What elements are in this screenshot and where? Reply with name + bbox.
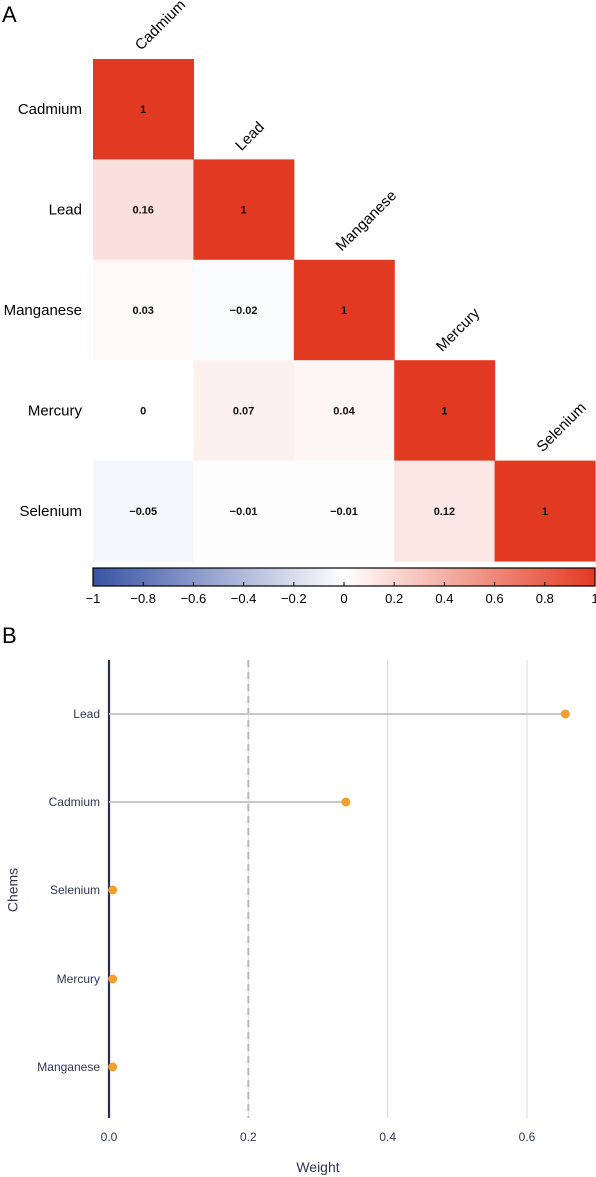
heatmap-cell <box>394 460 496 562</box>
lollipop-point <box>108 1062 118 1072</box>
lollipop-point <box>108 974 118 984</box>
lollipop-points <box>108 709 570 1072</box>
heatmap-cell <box>193 360 295 462</box>
heatmap-cell <box>193 460 295 562</box>
heatmap-cell-value: 1 <box>140 104 146 116</box>
colorbar-tick-label: 1 <box>591 591 596 606</box>
x-axis-title: Weight <box>296 1159 339 1175</box>
chem-label: Cadmium <box>49 795 100 809</box>
weights-lollipop-panel: B Lead Cadmium Selenium Mercury Manganese 0.… <box>2 623 570 1175</box>
heatmap-cell-value: 0 <box>140 405 146 417</box>
heatmap-cell-value: −0.05 <box>129 506 157 518</box>
heatmap-cell-value: 0.07 <box>233 405 254 417</box>
lollipop-point <box>108 885 118 895</box>
heatmap-cell-value: 1 <box>241 205 247 217</box>
colorbar-tick-label: 0.4 <box>435 591 453 606</box>
colorbar-tick-label: 0.8 <box>536 591 554 606</box>
correlation-heatmap-panel: A 1 0.16 1 0.03 −0.02 1 0 0.07 0.04 1 −0.05 −0.01 −0… <box>2 0 596 606</box>
heatmap-cell <box>293 460 395 562</box>
heatmap-row-label: Lead <box>49 202 82 219</box>
heatmap-cell <box>193 159 295 261</box>
weight-tick-label: 0.0 <box>101 1130 118 1144</box>
heatmap-cell-value: −0.02 <box>230 305 258 317</box>
heatmap-row-label: Selenium <box>19 503 82 520</box>
lollipop-point <box>560 709 570 719</box>
chem-label: Selenium <box>50 883 100 897</box>
heatmap-column-label: Manganese <box>333 187 400 254</box>
colorbar-tick-label: −0.2 <box>281 591 307 606</box>
weight-tick-label: 0.6 <box>519 1130 536 1144</box>
heatmap-cell <box>494 460 596 562</box>
heatmap-row-label: Manganese <box>4 302 82 319</box>
y-axis-title: Chems <box>5 868 21 912</box>
lollipop-stems <box>109 713 566 803</box>
colorbar-tick-label: −1 <box>86 591 101 606</box>
heatmap-cell-value: −0.01 <box>230 506 258 518</box>
colorbar-tick-label: 0.2 <box>385 591 403 606</box>
heatmap-cell <box>293 360 395 462</box>
heatmap-cell-value: −0.01 <box>330 506 358 518</box>
weight-gridlines <box>107 660 528 1118</box>
weight-tick-label: 0.4 <box>379 1130 396 1144</box>
heatmap-cell <box>93 159 194 261</box>
heatmap-row-labels: Cadmium Lead Manganese Mercury Selenium <box>4 101 83 520</box>
heatmap-cell-value: 1 <box>341 305 347 317</box>
chem-label: Manganese <box>37 1060 100 1074</box>
heatmap-cells: 1 0.16 1 0.03 −0.02 1 0 0.07 0.04 1 −0.05 −0.01 −0.0… <box>93 59 596 562</box>
heatmap-cell <box>93 259 194 361</box>
heatmap-cell <box>293 259 395 361</box>
colorbar-tick-label: −0.6 <box>181 591 207 606</box>
colorbar: −1 −0.8 −0.6 −0.4 −0.2 0 0.2 0.4 0.6 0.8 1 <box>86 567 596 606</box>
heatmap-row-label: Mercury <box>28 402 83 419</box>
heatmap-cell-value: 1 <box>441 405 447 417</box>
heatmap-cell-value: 0.12 <box>434 506 455 518</box>
heatmap-cell <box>93 460 194 562</box>
weight-tick-labels: 0.0 0.2 0.4 0.6 <box>101 1130 536 1144</box>
heatmap-column-label: Lead <box>232 119 268 155</box>
heatmap-cell <box>193 259 295 361</box>
heatmap-cell <box>394 360 496 462</box>
panel-label-a: A <box>2 2 17 27</box>
heatmap-cell <box>93 59 194 160</box>
lollipop-point <box>341 797 351 807</box>
heatmap-cell-value: 0.04 <box>333 405 355 417</box>
colorbar-tick-label: 0 <box>340 591 347 606</box>
heatmap-cell-value: 0.03 <box>132 305 153 317</box>
heatmap-cell-value: 0.16 <box>132 205 153 217</box>
chem-label: Lead <box>73 707 100 721</box>
panel-label-b: B <box>2 623 17 648</box>
colorbar-tick-label: −0.4 <box>231 591 257 606</box>
chem-labels: Lead Cadmium Selenium Mercury Manganese <box>37 707 100 1074</box>
weight-tick-label: 0.2 <box>240 1130 257 1144</box>
heatmap-column-label: Selenium <box>533 399 589 455</box>
colorbar-tick-label: 0.6 <box>486 591 504 606</box>
chem-label: Mercury <box>57 972 100 986</box>
heatmap-cell-value: 1 <box>542 506 548 518</box>
colorbar-tick-label: −0.8 <box>130 591 156 606</box>
heatmap-column-label: Mercury <box>433 304 484 355</box>
heatmap-column-label: Cadmium <box>132 0 189 54</box>
heatmap-row-label: Cadmium <box>18 101 82 118</box>
heatmap-cell <box>93 360 194 462</box>
